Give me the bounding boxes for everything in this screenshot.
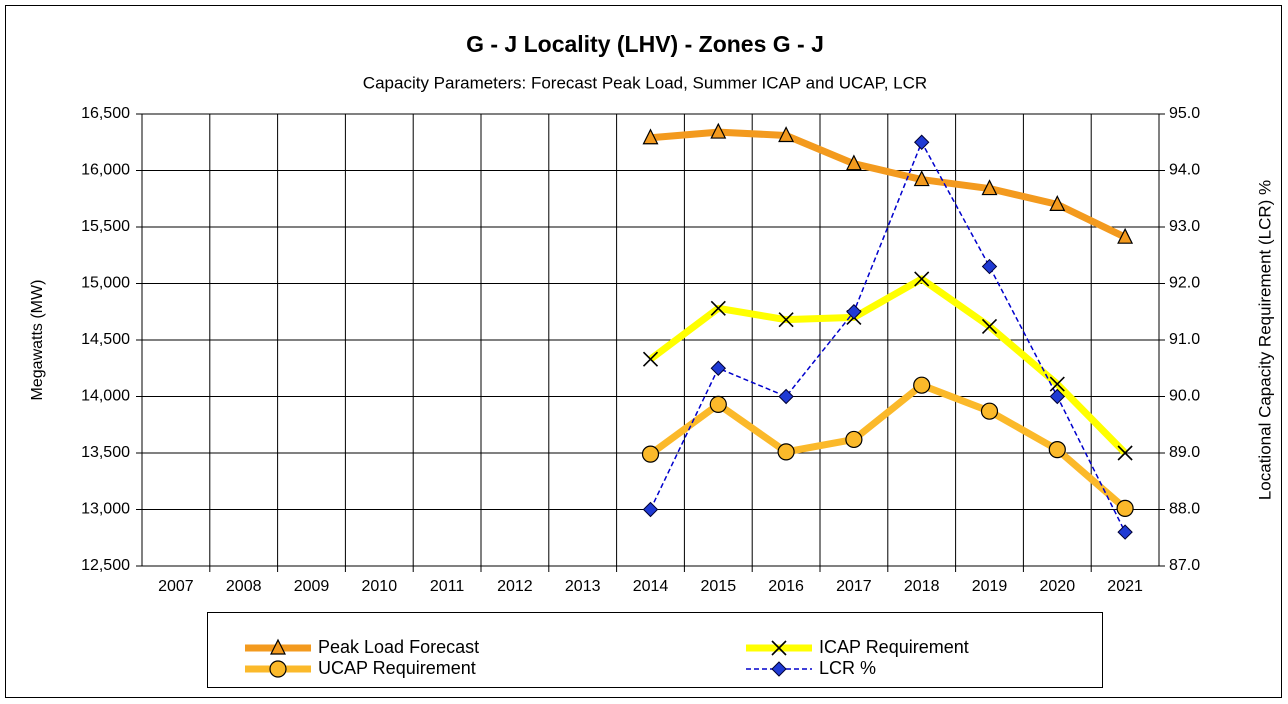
data-point <box>1049 376 1065 392</box>
y-tick-label: 14,500 <box>81 331 130 348</box>
x-tick-label: 2020 <box>1040 578 1076 595</box>
data-point <box>981 258 998 275</box>
data-point <box>710 300 726 316</box>
data-point <box>1117 524 1133 540</box>
y-tick-label: 13,000 <box>81 501 130 518</box>
y2-tick-label: 92.0 <box>1169 275 1200 292</box>
y-tick-label: 12,500 <box>81 557 130 574</box>
legend-label: Peak Load Forecast <box>318 637 479 657</box>
data-point <box>846 304 862 320</box>
x-tick-label: 2018 <box>904 578 940 595</box>
legend-label: ICAP Requirement <box>819 637 969 657</box>
y-tick-label: 13,500 <box>81 444 130 461</box>
data-point <box>777 443 795 461</box>
x-tick-label: 2012 <box>497 578 533 595</box>
x-tick-label: 2007 <box>158 578 194 595</box>
chart-subtitle: Capacity Parameters: Forecast Peak Load,… <box>363 73 927 92</box>
data-point <box>709 395 727 414</box>
y2-tick-label: 90.0 <box>1169 388 1200 405</box>
data-point <box>710 122 727 139</box>
plot-border <box>141 113 1160 567</box>
y-tick-label: 16,500 <box>81 105 130 122</box>
legend-marker <box>269 660 287 678</box>
x-tick-label: 2017 <box>836 578 872 595</box>
y2-tick-label: 93.0 <box>1169 218 1200 235</box>
y-axis-title: Megawatts (MW) <box>29 280 46 401</box>
data-point <box>914 271 930 287</box>
data-point <box>981 179 998 196</box>
series-line <box>649 141 1126 533</box>
y-tick-label: 15,500 <box>81 218 130 235</box>
x-tick-label: 2011 <box>430 578 465 595</box>
legend-marker <box>771 640 787 656</box>
legend-label: LCR % <box>819 658 876 678</box>
data-point <box>913 376 931 394</box>
y-tick-label: 15,000 <box>81 275 130 292</box>
x-tick-label: 2019 <box>972 578 1008 595</box>
chart-title: G - J Locality (LHV) - Zones G - J <box>466 31 824 57</box>
data-point <box>845 154 862 171</box>
y2-tick-label: 88.0 <box>1169 501 1200 518</box>
data-point <box>642 128 659 145</box>
y2-tick-label: 95.0 <box>1169 105 1200 122</box>
legend-label: UCAP Requirement <box>318 658 476 678</box>
data-point <box>642 501 659 518</box>
y2-axis-title: Locational Capacity Requirement (LCR) % <box>1255 180 1274 500</box>
legend-marker <box>771 661 787 677</box>
data-point <box>1048 441 1066 459</box>
data-point <box>913 170 930 187</box>
legend-marker <box>270 638 286 655</box>
x-tick-label: 2008 <box>226 578 262 595</box>
data-point <box>845 430 863 449</box>
data-point <box>1049 388 1066 405</box>
chart-frame <box>5 5 1282 698</box>
x-tick-label: 2014 <box>633 578 669 595</box>
series-line <box>648 381 1128 512</box>
x-tick-label: 2021 <box>1107 578 1143 595</box>
x-tick-label: 2010 <box>362 578 398 595</box>
data-point <box>778 388 794 405</box>
y2-tick-label: 87.0 <box>1169 557 1200 574</box>
data-point <box>1117 227 1134 244</box>
data-point <box>710 360 727 376</box>
data-point <box>1116 499 1134 517</box>
x-tick-label: 2013 <box>565 578 601 595</box>
y-tick-label: 16,000 <box>81 162 130 179</box>
y-tick-label: 14,000 <box>81 388 130 405</box>
data-point <box>913 134 930 150</box>
y2-tick-label: 94.0 <box>1169 162 1200 179</box>
data-point <box>778 312 794 328</box>
y2-tick-label: 91.0 <box>1169 331 1200 348</box>
data-point <box>981 318 998 335</box>
x-tick-label: 2015 <box>701 578 737 595</box>
data-point <box>642 351 659 367</box>
data-point <box>778 126 795 143</box>
legend-box <box>207 612 1103 688</box>
data-point <box>980 402 999 420</box>
data-point <box>1049 195 1066 211</box>
data-point <box>1117 445 1133 461</box>
x-tick-label: 2016 <box>768 578 804 595</box>
y2-tick-label: 89.0 <box>1169 444 1200 461</box>
series-line <box>650 128 1127 241</box>
data-point <box>641 445 660 463</box>
x-tick-label: 2009 <box>294 578 330 595</box>
